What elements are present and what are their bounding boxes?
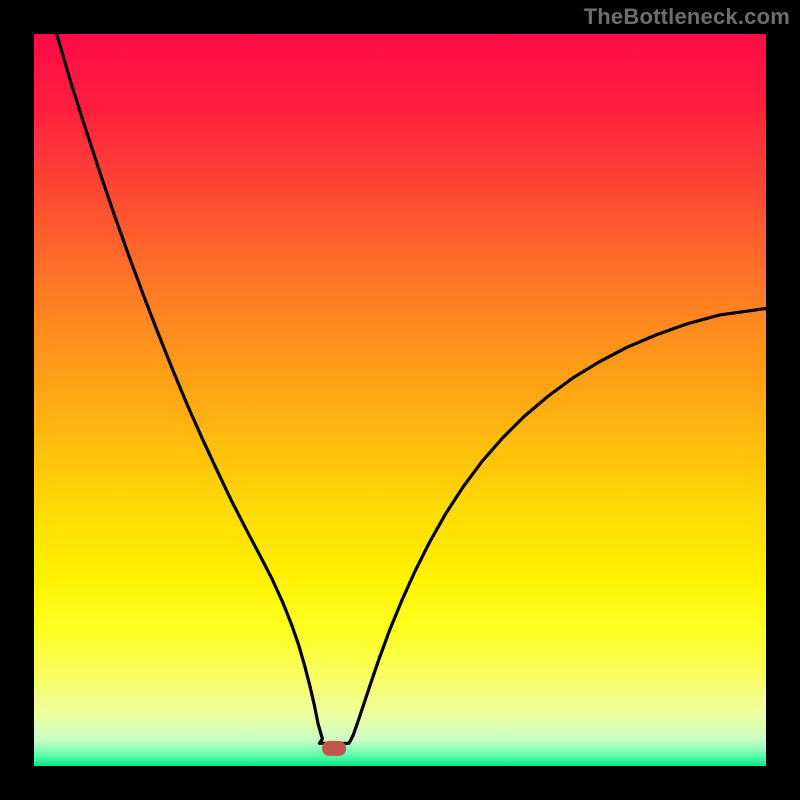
chart-stage: TheBottleneck.com (0, 0, 800, 800)
bottleneck-chart (0, 0, 800, 800)
gradient-background (34, 34, 766, 766)
minimum-marker (322, 741, 346, 756)
watermark-text: TheBottleneck.com (584, 4, 790, 30)
plot-area (34, 34, 766, 766)
